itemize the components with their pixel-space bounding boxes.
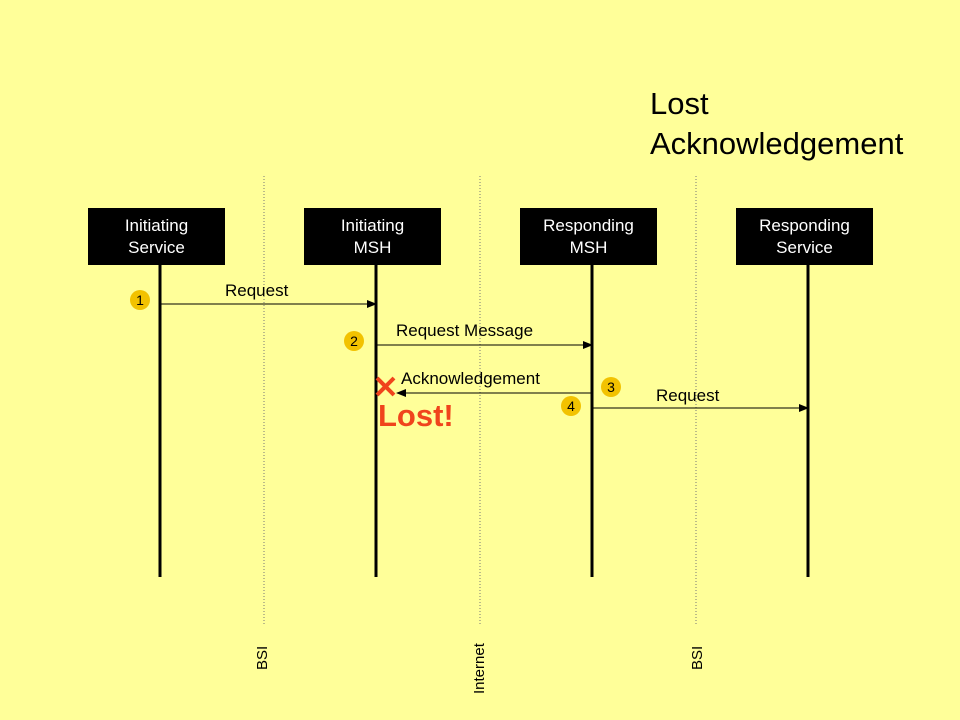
actor-label-line-1: Responding [543, 215, 634, 235]
x-mark-icon [375, 376, 396, 397]
message-label-request-1: Request [225, 281, 289, 300]
actor-label-line-2: Service [776, 237, 833, 257]
boundary-label-internet: Internet [471, 643, 488, 694]
diagram-title: Lost Acknowledgement [650, 84, 903, 164]
actor-responding-service: Responding Service [736, 208, 873, 265]
boundary-label-bsi-left: BSI [254, 645, 271, 670]
message-label-request-message: Request Message [396, 321, 534, 340]
step-badge-4: 4 [561, 396, 581, 416]
actor-label-line-2: MSH [353, 237, 392, 257]
actor-label-line-1: Initiating [340, 215, 405, 235]
message-label-request-4: Request [656, 386, 720, 405]
message-label-acknowledgement: Acknowledgement [401, 369, 540, 388]
actor-label-line-1: Initiating [124, 215, 189, 235]
title-line-2: Acknowledgement [650, 126, 904, 161]
actor-initiating-msh: Initiating MSH [304, 208, 441, 265]
step-badge-2: 2 [344, 331, 364, 351]
boundary-label-bsi-right: BSI [689, 645, 706, 670]
actor-initiating-service: Initiating Service [88, 208, 225, 265]
step-badge-3: 3 [601, 377, 621, 397]
lost-label: Lost! [378, 398, 454, 433]
step-badge-1: 1 [130, 290, 150, 310]
actor-label-line-1: Responding [759, 215, 850, 235]
actor-responding-msh: Responding MSH [520, 208, 657, 265]
title-line-1: Lost [650, 86, 709, 121]
actor-label-line-2: Service [128, 237, 185, 257]
actor-label-line-2: MSH [569, 237, 608, 257]
